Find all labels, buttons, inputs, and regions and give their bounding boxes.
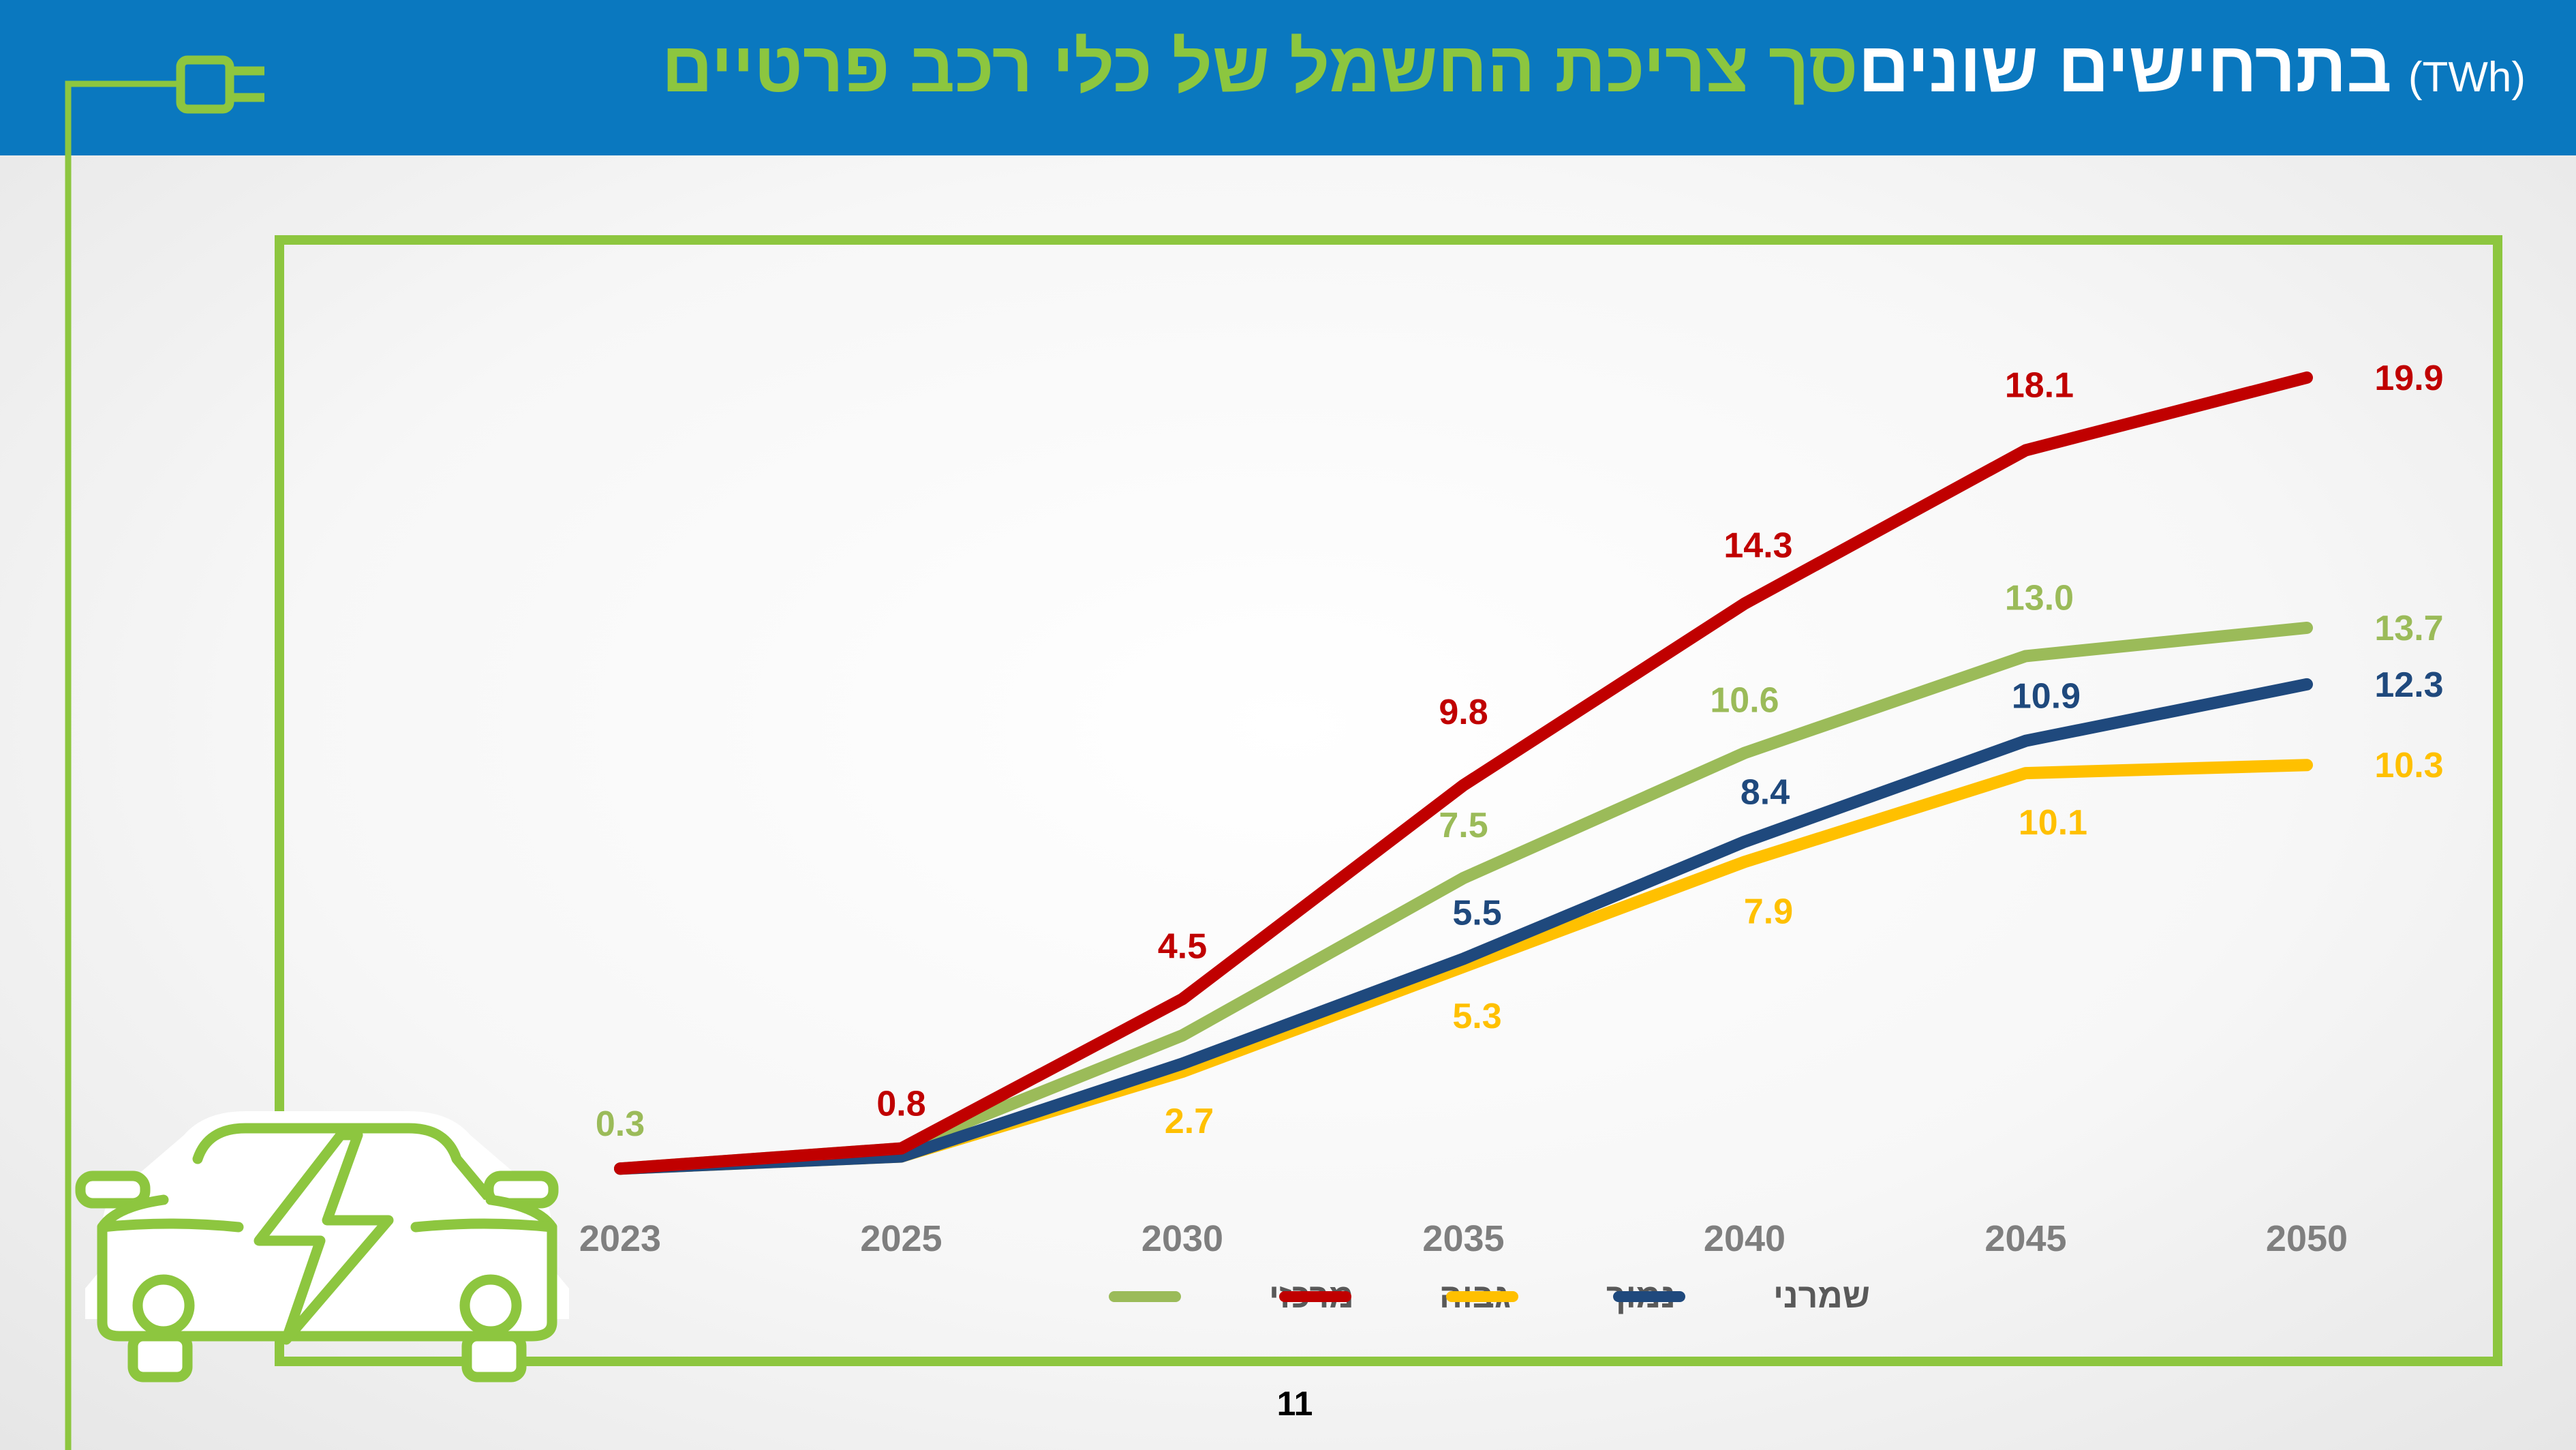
x-tick-label: 2023 — [579, 1218, 661, 1259]
data-label: 10.1 — [2019, 803, 2087, 843]
data-label: 14.3 — [1723, 526, 1792, 565]
data-label: 8.4 — [1741, 773, 1790, 813]
data-label: 10.9 — [2012, 677, 2081, 716]
data-label: 7.9 — [1744, 892, 1793, 931]
chart-frame — [275, 235, 2502, 1366]
data-label: 19.9 — [2374, 359, 2443, 398]
plug-icon — [176, 55, 264, 114]
data-label: 5.5 — [1452, 893, 1501, 933]
data-label: 0.8 — [876, 1085, 925, 1124]
x-tick-label: 2045 — [1984, 1218, 2066, 1259]
data-label: 7.5 — [1439, 806, 1488, 845]
header-bar: סך צריכת החשמל של כלי רכב פרטיים בתרחישי… — [0, 0, 2576, 155]
page-number: 11 — [1276, 1385, 1313, 1423]
x-tick-label: 2035 — [1422, 1218, 1504, 1259]
x-tick-label: 2040 — [1704, 1218, 1785, 1259]
x-tick-label: 2030 — [1141, 1218, 1223, 1259]
title-white-part: בתרחישים שונים — [1858, 28, 2392, 107]
series-line-1 — [614, 371, 2313, 1175]
series-line-3 — [614, 678, 2313, 1175]
data-label: 18.1 — [2005, 365, 2074, 405]
legend-label: שמרני — [1773, 1277, 1870, 1315]
page-title: סך צריכת החשמל של כלי רכב פרטיים בתרחישי… — [662, 27, 2549, 130]
x-tick-label: 2050 — [2266, 1218, 2348, 1259]
title-green-part: סך צריכת החשמל של כלי רכב פרטיים — [661, 28, 1858, 107]
data-label: 0.3 — [596, 1104, 645, 1144]
data-label: 2.7 — [1165, 1102, 1214, 1141]
data-label: 10.6 — [1710, 680, 1779, 720]
data-label: 10.3 — [2374, 746, 2443, 785]
data-label: 13.7 — [2374, 609, 2443, 648]
electric-car-icon — [75, 1111, 569, 1383]
data-label: 5.3 — [1452, 997, 1501, 1036]
x-tick-label: 2025 — [860, 1218, 942, 1259]
title-unit: (TWh) — [2408, 54, 2526, 101]
cord-line — [65, 80, 179, 1450]
data-label: 13.0 — [2005, 578, 2074, 618]
data-label: 12.3 — [2374, 665, 2443, 705]
data-label: 9.8 — [1439, 693, 1488, 732]
data-label: 4.5 — [1158, 927, 1207, 967]
